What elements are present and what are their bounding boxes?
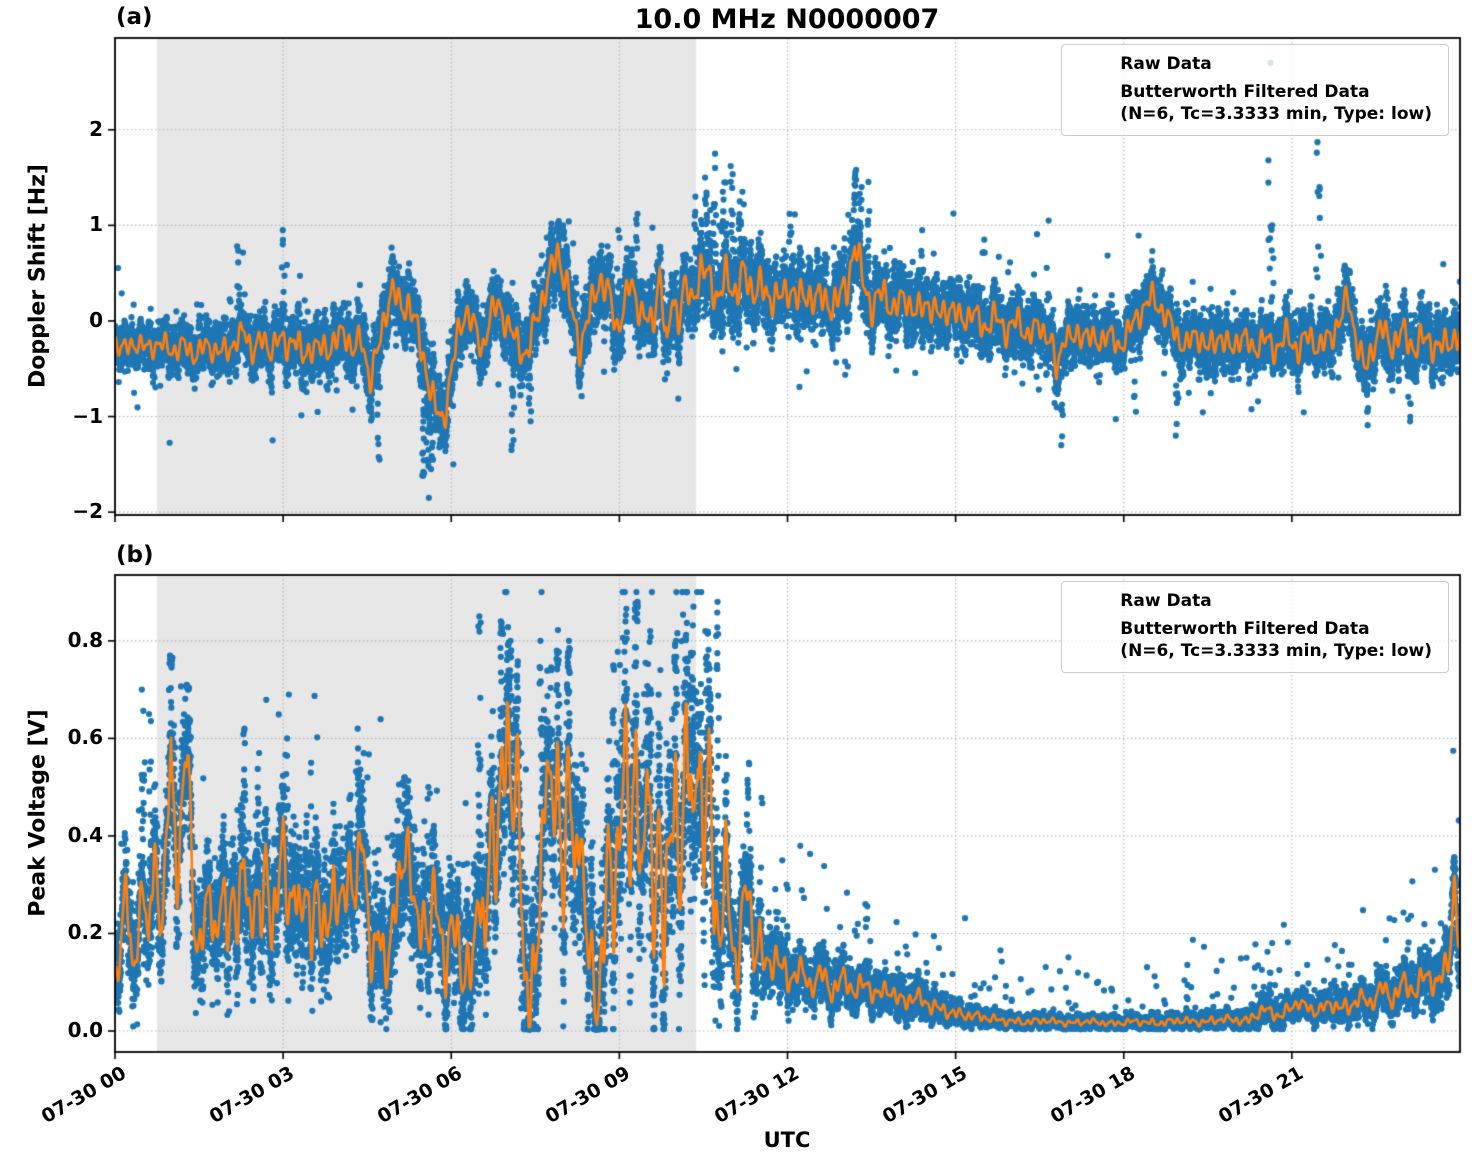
y-tick-label: −2 <box>72 499 103 524</box>
panel-a-tag: (a) <box>116 4 153 30</box>
legend-panel-a: Raw Data Butterworth Filtered Data (N=6,… <box>1061 44 1449 136</box>
filtered-line-marker-icon <box>1079 639 1115 643</box>
raw-data-marker-icon <box>1093 597 1102 606</box>
y-tick-label: 0.4 <box>67 822 103 847</box>
y-tick-label: 0.2 <box>67 920 103 945</box>
filtered-line-marker-icon <box>1079 102 1115 106</box>
panel-b-tag: (b) <box>116 542 154 568</box>
y-tick-label: −1 <box>72 403 103 428</box>
x-axis-label: UTC <box>763 1128 811 1152</box>
y-tick-label: 1 <box>89 212 103 237</box>
y-tick-label: 0.0 <box>67 1018 103 1043</box>
legend-filtered-label: Butterworth Filtered Data (N=6, Tc=3.333… <box>1120 619 1432 661</box>
y-tick-label: 2 <box>89 116 103 141</box>
y-tick-label: 0.8 <box>67 627 103 652</box>
legend-panel-b: Raw Data Butterworth Filtered Data (N=6,… <box>1061 581 1449 673</box>
raw-data-marker-icon <box>1093 60 1102 69</box>
panel-a-ylabel: Doppler Shift [Hz] <box>25 164 51 388</box>
legend-raw-label: Raw Data <box>1120 54 1212 74</box>
y-tick-label: 0 <box>89 307 103 332</box>
y-tick-label: 0.6 <box>67 725 103 750</box>
legend-filtered-label: Butterworth Filtered Data (N=6, Tc=3.333… <box>1120 82 1432 124</box>
legend-raw-label: Raw Data <box>1120 591 1212 611</box>
figure-title: 10.0 MHz N0000007 <box>634 4 940 35</box>
